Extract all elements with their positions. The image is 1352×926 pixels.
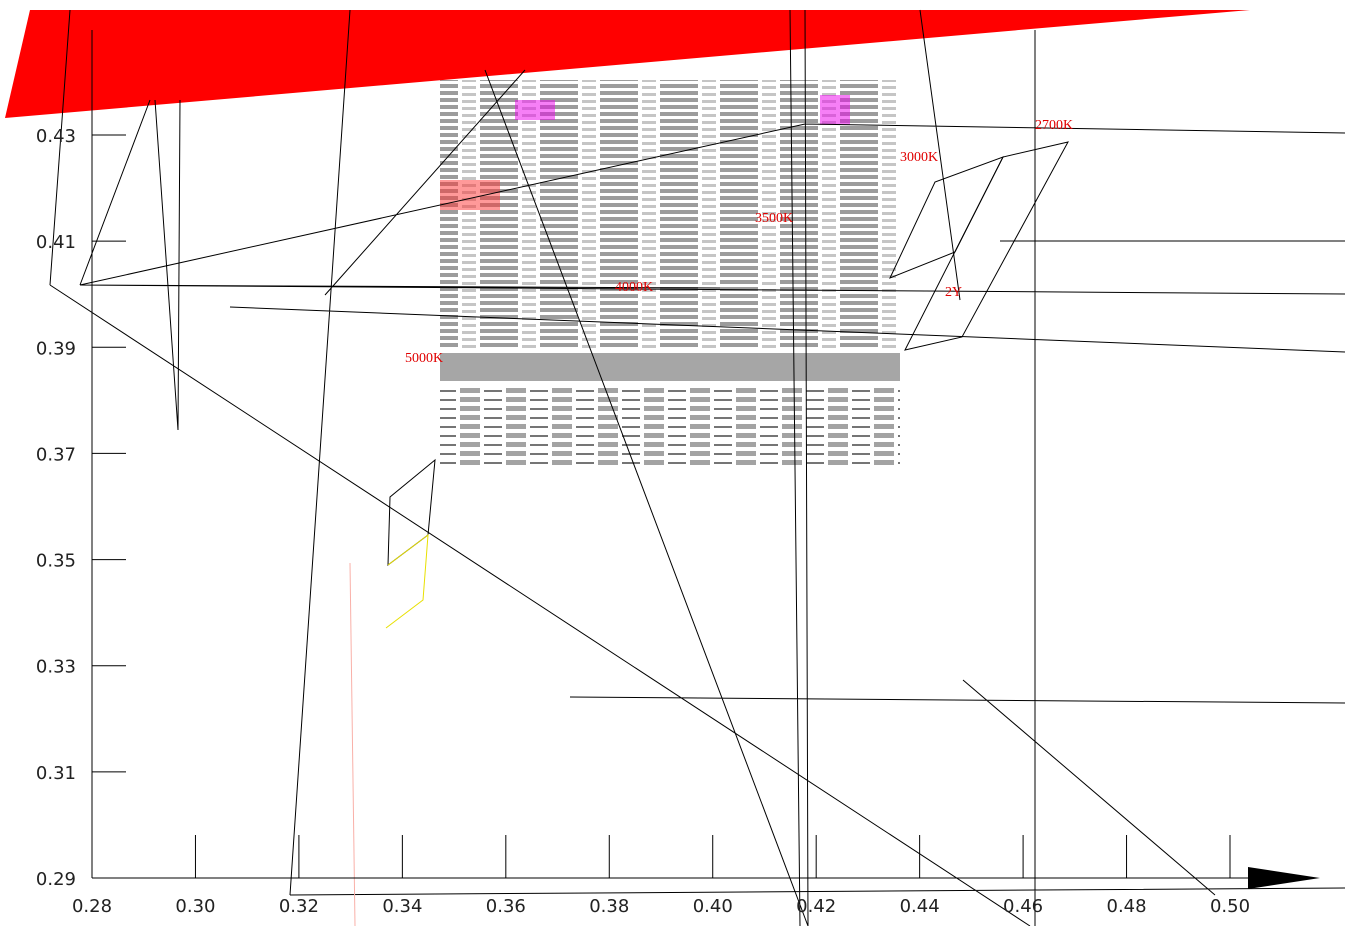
x-axis-arrow [1248,867,1320,889]
pink-line [349,562,356,926]
x-tick-label: 0.40 [693,896,733,917]
y-tick-label: 0.39 [36,338,76,359]
x-tick-label: 0.28 [72,896,112,917]
x-tick-label: 0.30 [175,896,215,917]
x-tick-label: 0.34 [382,896,422,917]
y-tick-label: 0.43 [36,126,76,147]
x-tick-label: 0.48 [1107,896,1147,917]
bin-quad [387,458,436,567]
glitch-area [440,80,900,465]
y-tick-label: 0.33 [36,657,76,678]
stray-lines [49,9,1346,926]
x-tick-label: 0.44 [900,896,940,917]
cct-label: 3500K [755,211,793,226]
cct-label: 4000K [615,280,653,295]
y-tick-label: 0.41 [36,232,76,253]
y-tick-label: 0.37 [36,444,76,465]
x-tick-label: 0.42 [796,896,836,917]
cct-label: 2700K [1035,118,1073,133]
y-tick-label: 0.29 [36,869,76,890]
bin-quad [889,156,1005,279]
red-wedge [5,10,1250,118]
y-tick-label: 0.35 [36,551,76,572]
cct-label: 3000K [900,150,938,165]
y-tick-label: 0.31 [36,763,76,784]
x-tick-label: 0.36 [486,896,526,917]
cct-label: 2Y [945,285,962,300]
yellow-line [385,533,429,629]
x-tick-label: 0.46 [1003,896,1043,917]
x-tick-label: 0.50 [1210,896,1250,917]
cct-label: 5000K [405,351,443,366]
x-tick-label: 0.38 [589,896,629,917]
bin-quad [904,141,1069,351]
x-tick-label: 0.32 [279,896,319,917]
